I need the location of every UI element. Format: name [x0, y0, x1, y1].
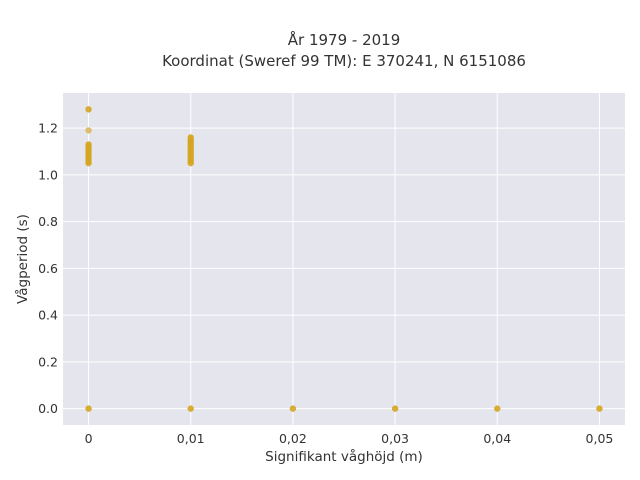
x-tick-label: 0,05 — [586, 431, 614, 446]
data-point — [391, 405, 399, 412]
data-point — [85, 159, 92, 167]
chart-title-line-2: Koordinat (Sweref 99 TM): E 370241, N 61… — [162, 52, 526, 70]
chart-title-line-1: År 1979 - 2019 — [288, 30, 401, 49]
data-point — [85, 106, 92, 113]
x-tick-label: 0,01 — [177, 431, 205, 446]
y-tick-label: 0.4 — [38, 308, 58, 323]
grid-lines — [63, 93, 625, 425]
data-point — [85, 127, 92, 134]
x-tick-label: 0,04 — [483, 431, 511, 446]
y-axis-title: Vågperiod (s) — [14, 214, 31, 304]
y-tick-label: 1.2 — [38, 121, 58, 136]
data-point — [596, 405, 603, 412]
tick-labels: 0 0,01 0,02 0,03 0,04 0,05 0.0 0.2 0.4 0.6 0.8 1.0 1… — [38, 121, 613, 446]
x-tick-label: 0,03 — [381, 431, 409, 446]
data-point — [85, 405, 92, 412]
y-tick-label: 1.0 — [38, 167, 58, 182]
x-tick-label: 0,02 — [279, 431, 307, 446]
y-tick-label: 0.8 — [38, 214, 58, 229]
data-point — [289, 405, 297, 412]
plot-area — [63, 93, 625, 425]
y-tick-label: 0.6 — [38, 261, 58, 276]
x-tick-label: 0 — [85, 431, 93, 446]
y-tick-label: 0.0 — [38, 401, 58, 416]
x-axis-title: Signifikant våghöjd (m) — [265, 448, 423, 465]
data-points — [85, 106, 603, 412]
y-tick-label: 0.2 — [38, 354, 58, 369]
data-point — [187, 159, 194, 167]
data-point — [187, 405, 194, 412]
data-point — [494, 405, 501, 412]
